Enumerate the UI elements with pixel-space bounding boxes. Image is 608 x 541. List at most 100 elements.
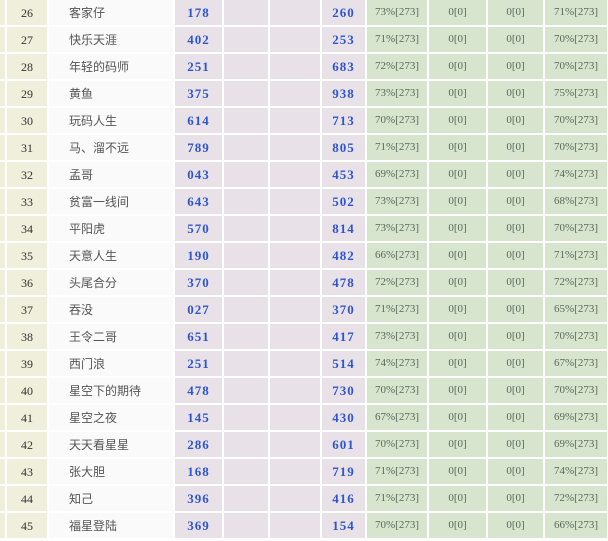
pick-b-cell: 713 [322, 108, 365, 133]
blank-cell-b [270, 486, 320, 511]
stat-cell-4: 72%[273] [545, 486, 607, 511]
blank-cell-b [270, 351, 320, 376]
stat-cell-1: 73%[273] [367, 216, 427, 241]
stat-cell-4: 69%[273] [545, 432, 607, 457]
nickname-cell: 黄鱼 [49, 81, 173, 106]
blank-cell-b [270, 432, 320, 457]
rank-cell: 38 [7, 324, 47, 349]
blank-cell-a [224, 27, 268, 52]
pick-a-cell: 478 [175, 378, 222, 403]
pick-a-cell: 369 [175, 513, 222, 538]
stat-cell-1: 71%[273] [367, 459, 427, 484]
stat-cell-1: 73%[273] [367, 324, 427, 349]
rank-cell: 27 [7, 27, 47, 52]
stat-cell-4: 71%[273] [545, 243, 607, 268]
rank-cell: 31 [7, 135, 47, 160]
stat-cell-3: 0[0] [488, 243, 543, 268]
nickname-cell: 玩码人生 [49, 108, 173, 133]
blank-cell-b [270, 54, 320, 79]
stat-cell-3: 0[0] [488, 270, 543, 295]
nickname-cell: 马、溜不远 [49, 135, 173, 160]
rank-cell: 29 [7, 81, 47, 106]
rank-cell: 40 [7, 378, 47, 403]
stat-cell-3: 0[0] [488, 162, 543, 187]
blank-cell-b [270, 270, 320, 295]
rank-cell: 39 [7, 351, 47, 376]
stat-cell-4: 74%[273] [545, 162, 607, 187]
nickname-cell: 孟哥 [49, 162, 173, 187]
blank-cell-a [224, 162, 268, 187]
rank-cell: 44 [7, 486, 47, 511]
stat-cell-4: 70%[273] [545, 135, 607, 160]
blank-cell-a [224, 351, 268, 376]
blank-cell-b [270, 405, 320, 430]
stat-cell-1: 72%[273] [367, 54, 427, 79]
pick-b-cell: 938 [322, 81, 365, 106]
nickname-cell: 贫富一线间 [49, 189, 173, 214]
nickname-cell: 吞没 [49, 297, 173, 322]
row-edge-cell [0, 270, 5, 295]
stat-cell-2: 0[0] [429, 243, 486, 268]
pick-b-cell: 478 [322, 270, 365, 295]
rank-cell: 26 [7, 0, 47, 25]
blank-cell-b [270, 216, 320, 241]
nickname-cell: 星空之夜 [49, 405, 173, 430]
stat-cell-2: 0[0] [429, 513, 486, 538]
blank-cell-b [270, 243, 320, 268]
pick-b-cell: 417 [322, 324, 365, 349]
row-edge-cell [0, 27, 5, 52]
stat-cell-3: 0[0] [488, 135, 543, 160]
blank-cell-a [224, 216, 268, 241]
rank-cell: 37 [7, 297, 47, 322]
pick-a-cell: 370 [175, 270, 222, 295]
stat-cell-1: 71%[273] [367, 297, 427, 322]
stat-cell-3: 0[0] [488, 27, 543, 52]
stat-cell-3: 0[0] [488, 108, 543, 133]
blank-cell-a [224, 405, 268, 430]
stat-cell-1: 73%[273] [367, 81, 427, 106]
stat-cell-3: 0[0] [488, 378, 543, 403]
blank-cell-b [270, 378, 320, 403]
rank-cell: 41 [7, 405, 47, 430]
pick-a-cell: 190 [175, 243, 222, 268]
stat-cell-2: 0[0] [429, 432, 486, 457]
pick-b-cell: 482 [322, 243, 365, 268]
blank-cell-b [270, 0, 320, 25]
pick-a-cell: 251 [175, 351, 222, 376]
pick-a-cell: 651 [175, 324, 222, 349]
blank-cell-a [224, 486, 268, 511]
stat-cell-2: 0[0] [429, 0, 486, 25]
pick-a-cell: 178 [175, 0, 222, 25]
blank-cell-a [224, 135, 268, 160]
nickname-cell: 知己 [49, 486, 173, 511]
stat-cell-3: 0[0] [488, 0, 543, 25]
stat-cell-3: 0[0] [488, 81, 543, 106]
pick-b-cell: 370 [322, 297, 365, 322]
stat-cell-2: 0[0] [429, 135, 486, 160]
pick-a-cell: 402 [175, 27, 222, 52]
stat-cell-2: 0[0] [429, 162, 486, 187]
row-edge-cell [0, 162, 5, 187]
stat-cell-4: 66%[273] [545, 513, 607, 538]
nickname-cell: 头尾合分 [49, 270, 173, 295]
rank-cell: 43 [7, 459, 47, 484]
stat-cell-4: 75%[273] [545, 81, 607, 106]
stat-cell-4: 70%[273] [545, 27, 607, 52]
stat-cell-1: 70%[273] [367, 108, 427, 133]
stat-cell-1: 73%[273] [367, 0, 427, 25]
stat-cell-4: 70%[273] [545, 54, 607, 79]
pick-a-cell: 145 [175, 405, 222, 430]
rank-cell: 45 [7, 513, 47, 538]
blank-cell-b [270, 189, 320, 214]
stat-cell-2: 0[0] [429, 108, 486, 133]
stat-cell-4: 70%[273] [545, 324, 607, 349]
stat-cell-1: 71%[273] [367, 27, 427, 52]
row-edge-cell [0, 0, 5, 25]
blank-cell-a [224, 270, 268, 295]
blank-cell-a [224, 243, 268, 268]
stat-cell-1: 66%[273] [367, 243, 427, 268]
blank-cell-a [224, 297, 268, 322]
stat-cell-4: 70%[273] [545, 378, 607, 403]
pick-a-cell: 570 [175, 216, 222, 241]
row-edge-cell [0, 378, 5, 403]
